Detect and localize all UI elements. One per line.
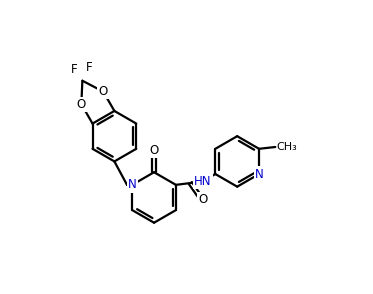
Text: CH₃: CH₃ [276,142,297,152]
Text: N: N [128,178,137,191]
Text: O: O [198,193,207,206]
Text: F: F [71,63,78,76]
Text: O: O [77,98,86,111]
Text: HN: HN [194,175,212,188]
Text: F: F [85,61,92,74]
Text: N: N [255,168,263,181]
Text: O: O [98,85,108,98]
Text: O: O [150,144,159,157]
